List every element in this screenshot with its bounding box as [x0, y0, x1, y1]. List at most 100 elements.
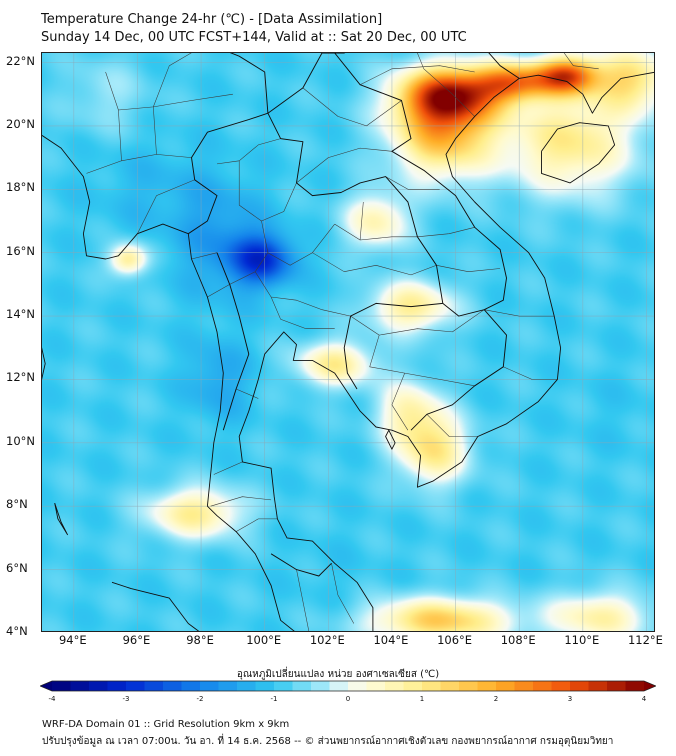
colorbar-segment: [385, 681, 404, 691]
mya-prov1: [86, 154, 192, 174]
lon-tick-label: 112°E: [627, 633, 663, 647]
cam-prov3: [391, 372, 409, 431]
lat-tick-label: 6°N: [6, 560, 28, 575]
thailand-laos: [267, 112, 444, 304]
colorbar-tick-label: 2: [493, 695, 499, 703]
laos-prov3: [385, 176, 440, 190]
prov-s1: [235, 388, 259, 399]
credit-line: ปรับปรุงข้อมูล ณ เวลา 07:00น. วัน อา. ที…: [42, 736, 614, 747]
mya-prov2: [105, 71, 122, 161]
map-title: Temperature Change 24-hr (℃) - [Data Ass…: [41, 12, 383, 27]
lon-tick-label: 110°E: [564, 633, 600, 647]
prov-ne1: [334, 223, 418, 241]
colorbar-tick-label: -4: [48, 695, 56, 703]
prov-s3: [210, 496, 272, 507]
colorbar-segment: [52, 681, 71, 691]
prov-c2: [254, 271, 351, 317]
prov-s2: [213, 461, 243, 475]
vn-prov3: [484, 309, 555, 317]
lon-tick-label: 102°E: [309, 633, 345, 647]
laos-prov5: [436, 265, 501, 272]
colorbar: [40, 680, 656, 692]
colorbar-tick-label: -1: [270, 695, 278, 703]
prov-ne3: [359, 201, 364, 241]
vietnam-china: [488, 53, 520, 79]
laos-china-vietnam: [267, 53, 346, 114]
laos-prov4: [417, 227, 475, 238]
colorbar-segment: [274, 681, 293, 691]
map-overlay: [42, 53, 654, 631]
colorbar-segment: [126, 681, 145, 691]
lat-tick-label: 10°N: [6, 433, 35, 448]
colorbar-segment: [348, 681, 367, 691]
colorbar-segment: [255, 681, 275, 691]
lat-tick-label: 20°N: [6, 116, 35, 131]
mya-prov5: [137, 179, 195, 234]
mya-prov7: [207, 284, 230, 298]
mya-prov3: [153, 53, 192, 155]
colorbar-segment: [237, 681, 256, 691]
gulf-east-coast: [238, 71, 654, 631]
colorbar-segment: [311, 681, 330, 691]
colorbar-segment: [218, 681, 238, 691]
colorbar-tick-label: 3: [567, 695, 573, 703]
hainan: [541, 122, 616, 184]
colorbar-segment: [607, 681, 626, 691]
colorbar-segment: [163, 681, 182, 691]
cambodia-laos: [442, 303, 485, 317]
colorbar-segment: [403, 681, 423, 691]
colorbar-segment: [200, 681, 219, 691]
lon-tick-label: 98°E: [186, 633, 214, 647]
lon-tick-label: 104°E: [373, 633, 409, 647]
lat-tick-label: 22°N: [6, 53, 35, 68]
colorbar-label: อุณหภูมิเปลี่ยนแปลง หน่วย องศาเซลเซียส (…: [236, 669, 440, 680]
prov-n3: [261, 220, 335, 266]
colorbar-tick-label: 1: [419, 695, 425, 703]
vn-prov1: [359, 65, 475, 85]
lat-tick-label: 12°N: [6, 370, 35, 385]
andaman-island: [42, 347, 46, 380]
colorbar-segment: [107, 681, 127, 691]
temperature-change-field: [42, 53, 654, 631]
phu-quoc: [385, 429, 396, 450]
colorbar-segment: [496, 681, 515, 691]
thailand-cambodia: [343, 302, 443, 390]
prov-ne2: [312, 252, 437, 276]
colorbar-tick-label: -2: [196, 695, 204, 703]
colorbar-outline: [40, 680, 656, 692]
thailand-myanmar-south: [216, 252, 250, 431]
sumatra-tip: [111, 581, 200, 631]
colorbar-segment: [292, 681, 312, 691]
nicobar: [54, 502, 68, 536]
colorbar-segment: [440, 681, 460, 691]
colorbar-segment: [422, 681, 441, 691]
colorbar-segment: [329, 681, 349, 691]
colorbar-max-arrow: [644, 681, 656, 691]
vn-prov5: [426, 414, 478, 437]
lat-tick-label: 4°N: [6, 624, 28, 638]
lat-tick-label: 14°N: [6, 307, 35, 322]
thailand-malaysia: [270, 553, 332, 577]
vn-prov4: [503, 366, 558, 380]
lat-tick-label: 8°N: [6, 497, 28, 512]
colorbar-tick-label: 0: [345, 695, 351, 703]
colorbar-tick-label: 4: [641, 695, 647, 703]
model-info: WRF-DA Domain 01 :: Grid Resolution 9km …: [42, 719, 290, 730]
colorbar-segment: [625, 681, 645, 691]
cambodia-vietnam: [410, 309, 507, 431]
colorbar-segment: [70, 681, 90, 691]
lon-tick-label: 108°E: [500, 633, 536, 647]
colorbar-segment: [551, 681, 571, 691]
colorbar-segment: [181, 681, 201, 691]
laos-prov2: [296, 147, 392, 184]
prov-s4: [235, 518, 278, 532]
lon-tick-label: 100°E: [246, 633, 282, 647]
vn-prov2: [417, 53, 475, 117]
indochina-coast: [42, 135, 295, 631]
colorbar-segment: [366, 681, 386, 691]
map-panel[interactable]: [41, 52, 655, 632]
lon-tick-label: 106°E: [437, 633, 473, 647]
cam-prov1: [350, 309, 485, 336]
colorbar-segment: [459, 681, 478, 691]
colorbar-segment: [144, 681, 164, 691]
